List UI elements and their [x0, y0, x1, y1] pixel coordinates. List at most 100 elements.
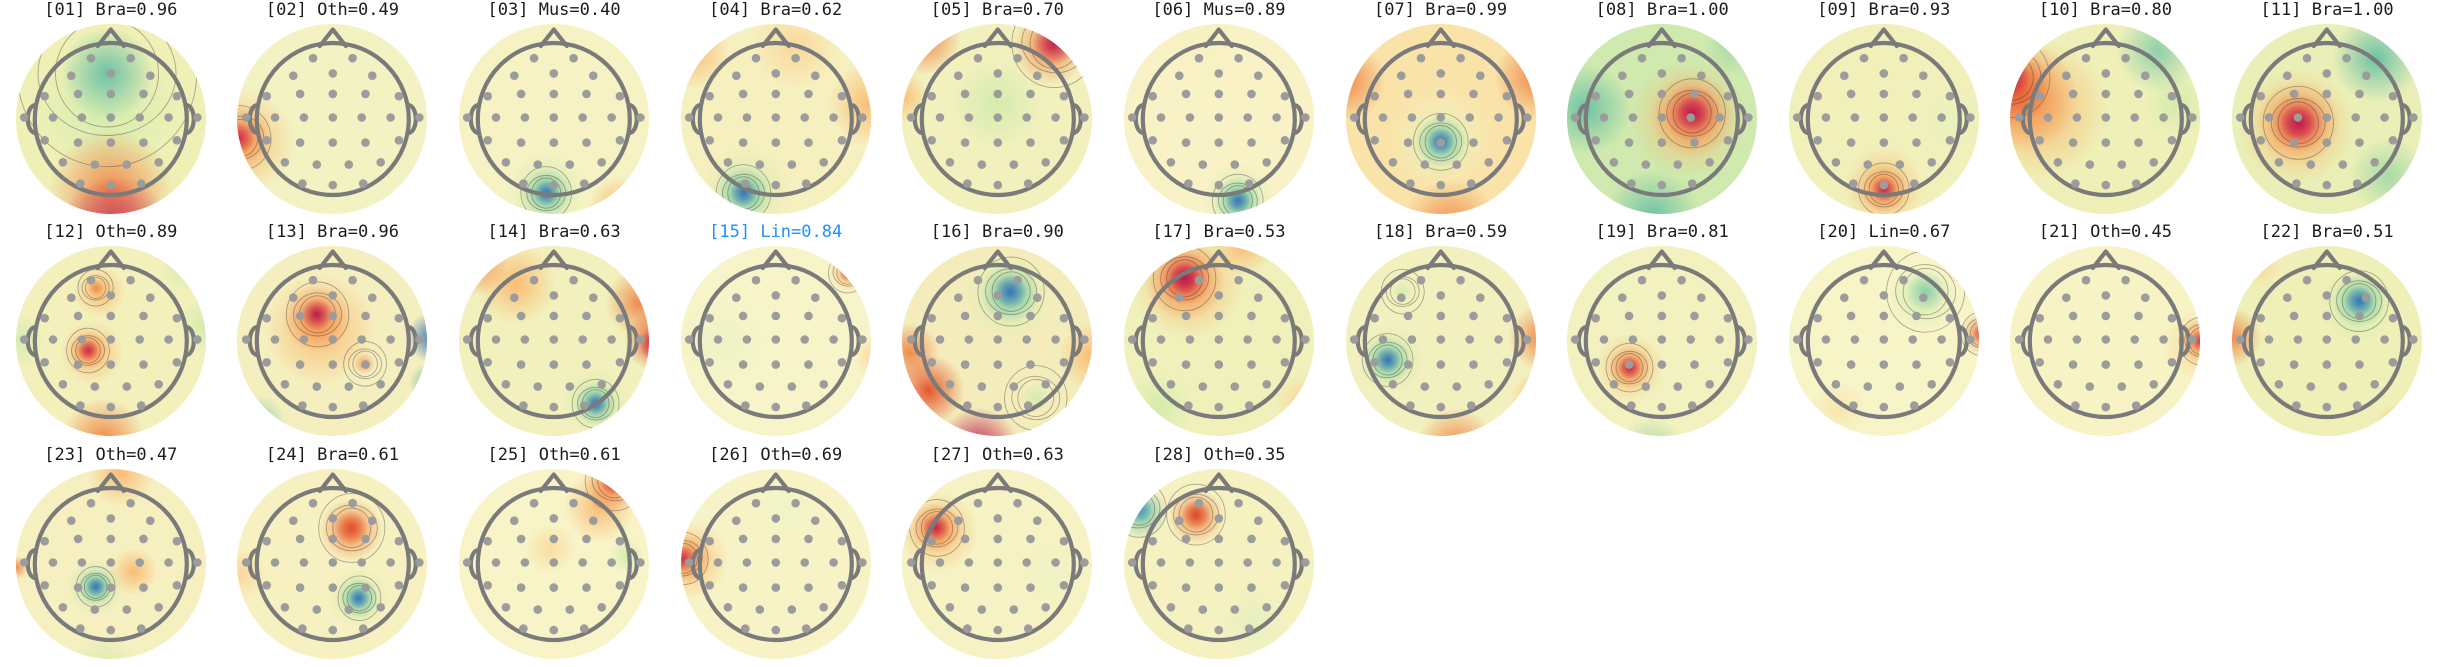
electrode-dot — [1945, 135, 1955, 145]
topomap-overlay — [1128, 246, 1310, 420]
topomap-overlay — [16, 24, 202, 198]
electrode-dot — [800, 557, 809, 567]
electrode-dot — [1184, 401, 1193, 411]
electrode-dot — [1927, 380, 1936, 389]
component-title: [21] Oth=0.45 — [2038, 222, 2172, 243]
electrode-dot — [1403, 311, 1413, 321]
electrode-dot — [1571, 113, 1580, 122]
topomap — [1108, 242, 1330, 444]
electrode-dot — [582, 89, 592, 99]
component-title: [11] Bra=1.00 — [2260, 0, 2394, 20]
head-outline — [1805, 263, 1962, 420]
electrode-dot — [1025, 311, 1035, 321]
electrode-dot — [394, 135, 403, 145]
electrode-dot — [615, 314, 625, 323]
electrode-dot — [308, 276, 317, 285]
electrode-dot — [992, 625, 1002, 635]
electrode-dot — [241, 557, 251, 567]
electrode-dot — [2353, 401, 2362, 411]
electrode-dot — [357, 113, 366, 122]
contour-ring — [1123, 491, 1156, 526]
ica-component-cell: [13] Bra=0.96 — [222, 222, 444, 444]
electrode-dot — [1723, 91, 1733, 101]
electrode-dot — [1846, 360, 1856, 370]
electrode-dot — [1185, 557, 1195, 567]
electrode-dot — [2322, 180, 2332, 190]
contour-lines — [1606, 343, 1654, 393]
electrode-dot — [580, 623, 589, 633]
electrode-dot — [1879, 311, 1889, 321]
electrode-dot — [510, 71, 519, 81]
electrode-dot — [740, 401, 750, 411]
electrode-dot — [1247, 138, 1256, 147]
electrode-dot — [837, 91, 847, 101]
electrode-dot — [126, 498, 135, 508]
electrode-dot — [520, 335, 530, 345]
electrode-dot — [973, 53, 982, 63]
component-title: [16] Bra=0.90 — [930, 222, 1064, 243]
electrode-dot — [1618, 71, 1627, 81]
head-outline — [32, 263, 189, 420]
electrode-dot — [2342, 53, 2352, 63]
electrode-dot — [2101, 138, 2110, 147]
electrode-dot — [328, 534, 337, 543]
electrode-dot — [1625, 138, 1634, 147]
electrode-dot — [1657, 89, 1667, 99]
electrode-dot — [615, 580, 625, 590]
electrode-dot — [2342, 276, 2352, 285]
head-outline — [254, 40, 411, 198]
electrode-dot — [1657, 360, 1667, 370]
electrode-dot — [2120, 276, 2130, 285]
electrode-dot — [1280, 135, 1290, 145]
head-outline — [2248, 263, 2406, 420]
nose-outline — [1647, 249, 1678, 271]
electrode-dot — [312, 604, 321, 614]
electrode-dot — [193, 113, 202, 122]
topomap-overlay — [684, 249, 868, 420]
contour-ring — [1616, 353, 1644, 383]
electrode-dot — [66, 293, 76, 303]
nose-outline — [2311, 27, 2343, 49]
electrode-dot — [569, 276, 579, 285]
electrode-dot — [1175, 293, 1184, 303]
electrode-dot — [297, 401, 307, 411]
electrode-dot — [2068, 138, 2078, 147]
electrode-dot — [2053, 380, 2062, 389]
electrode-dot — [804, 89, 813, 99]
electrode-dot — [483, 135, 493, 145]
electrode-dot — [1609, 380, 1619, 389]
ica-component-cell: [08] Bra=1.00 — [1551, 0, 1773, 222]
component-title: [10] Bra=0.80 — [2038, 0, 2172, 20]
electrode-dot — [1040, 157, 1050, 167]
electrode-dot — [1618, 293, 1627, 303]
topomap — [1108, 465, 1330, 667]
electrode-dot — [1918, 293, 1928, 303]
electrode-dot — [295, 138, 305, 147]
electrode-dot — [819, 157, 828, 167]
electrode-dot — [1688, 401, 1697, 411]
electrode-dot — [501, 380, 511, 389]
component-title: [28] Oth=0.35 — [1152, 444, 1286, 465]
electrode-dot — [58, 157, 68, 167]
electrode-dot — [992, 113, 1002, 122]
topomap-overlay — [1792, 27, 1975, 214]
electrode-dot — [2130, 113, 2139, 122]
electrode-dot — [164, 557, 173, 567]
contour-lines — [317, 492, 385, 621]
electrode-dot — [565, 160, 575, 169]
electrode-dot — [2167, 314, 2176, 323]
contour-ring — [1217, 182, 1258, 214]
ica-component-cell: [25] Oth=0.61 — [443, 445, 665, 667]
electrode-dot — [172, 536, 182, 546]
contour-ring — [1659, 78, 1727, 149]
electrode-dot — [2072, 335, 2081, 345]
electrode-dot — [76, 623, 85, 633]
electrode-dot — [1272, 335, 1282, 345]
electrode-dot — [106, 335, 116, 345]
electrode-dot — [953, 293, 963, 303]
electrode-dot — [154, 602, 163, 612]
electrode-dot — [1023, 179, 1032, 188]
electrode-dot — [106, 113, 116, 122]
electrode-dot — [1918, 71, 1928, 81]
ica-component-cell: [28] Oth=0.35 — [1108, 445, 1330, 667]
